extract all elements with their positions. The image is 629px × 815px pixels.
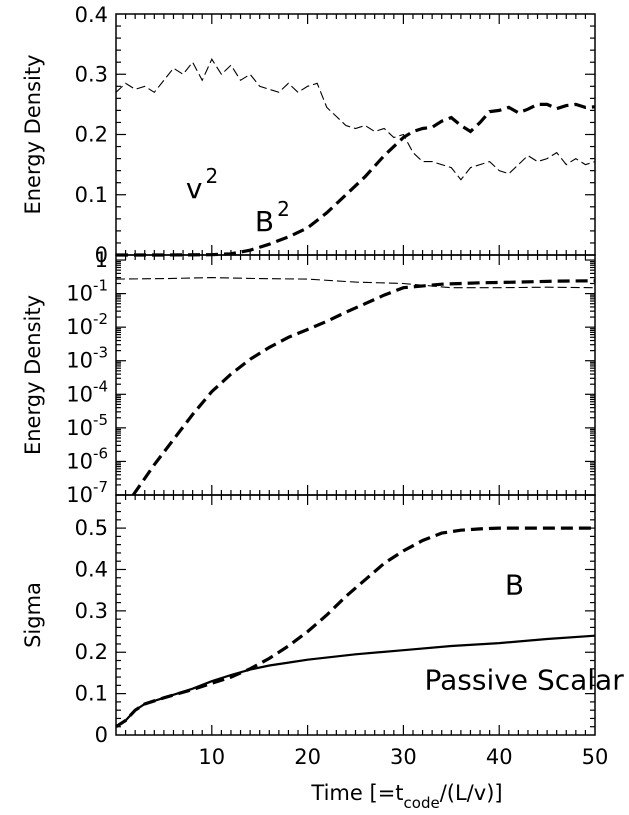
series-line-dashed-thin-1-2	[115, 58, 596, 181]
x-axis-title-close: /(L/v)]	[440, 781, 503, 805]
y-tick-label-10-5: 10-5	[66, 411, 108, 440]
panel-energy-density-log: 1 10-1 10-2 10-3 10-4 10-5 10-6 10-7 Energy Dens…	[21, 248, 596, 507]
x-axis-title-main: Time	[310, 781, 362, 805]
y-tick-label-0-3: 0.3	[75, 599, 108, 623]
y-tick-label-0-4: 0.4	[75, 3, 108, 27]
series-line-dashed-thin-2-2	[115, 277, 596, 289]
y-axis-title: Energy Density	[21, 54, 45, 214]
series-line-dashed-thick-1-1	[116, 102, 596, 257]
y-tick-label-0-3: 0.3	[75, 62, 108, 86]
y-tick-label-0: 0	[95, 243, 108, 267]
series-line-dashed-thick-2-1	[131, 279, 596, 496]
x-tick-label-10: 10	[198, 745, 225, 769]
y-tick-label-0-1: 0.1	[75, 183, 108, 207]
x-axis-title-sub: code	[404, 794, 440, 812]
series-line-solid-3-2	[115, 634, 596, 728]
x-axis-title: Time [=tcode/(L/v)]	[310, 781, 502, 812]
x-tick-label-30: 30	[390, 745, 417, 769]
y-tick-label-10-3: 10-3	[66, 344, 108, 373]
annotation-passive-scalar: Passive Scalar	[425, 664, 625, 697]
y-tick-label-10-4: 10-4	[66, 377, 108, 406]
x-axis-title-open: [=t	[370, 781, 404, 805]
y-tick-label-10-6: 10-6	[66, 444, 108, 473]
series-line-dashed-thick-3-1	[115, 526, 595, 729]
plot-frame	[115, 254, 596, 496]
y-tick-label-0-5: 0.5	[75, 516, 108, 540]
y-axis-title: Energy Density	[21, 295, 45, 455]
y-tick-label-0-2: 0.2	[75, 640, 108, 664]
y-tick-label-10-2: 10-2	[66, 310, 108, 339]
y-tick-label-0-4: 0.4	[75, 558, 108, 582]
y-tick-label-0-2: 0.2	[75, 123, 108, 147]
y-tick-label-10-1: 10-1	[66, 277, 108, 306]
annotation-b: B	[505, 568, 524, 601]
y-axis-title: Sigma	[21, 582, 45, 648]
y-tick-label-10-7: 10-7	[66, 478, 108, 507]
plot-frame	[115, 494, 596, 736]
plot-frame	[115, 13, 596, 256]
x-tick-label-40: 40	[486, 745, 513, 769]
y-tick-label-0-1: 0.1	[75, 682, 108, 706]
x-tick-label-20: 20	[294, 745, 321, 769]
y-tick-label-0: 0	[95, 723, 108, 747]
panel-sigma: 0 0.1 0.2 0.3 0.4 0.5 10 20 30 40 50 Sigma B Passive …	[21, 494, 625, 769]
y-tick-label-1: 1	[95, 248, 108, 272]
panel-energy-density-linear: 0 0.1 0.2 0.3 0.4 Energy Density v 2 B 2	[21, 3, 596, 267]
x-tick-label-50: 50	[582, 745, 609, 769]
